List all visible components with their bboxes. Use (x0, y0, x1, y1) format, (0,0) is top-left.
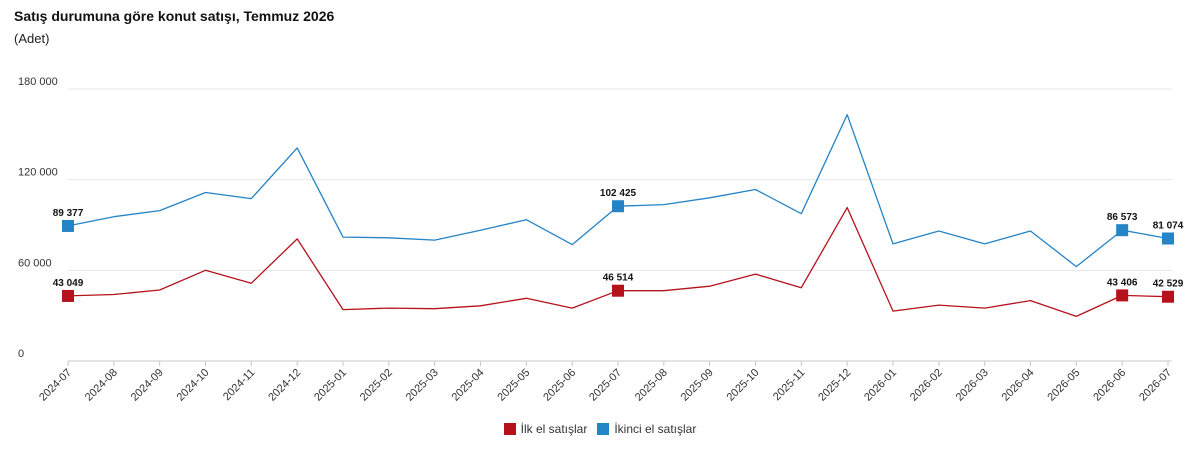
x-tick-label: 2025-03 (404, 367, 441, 404)
data-label: 43 049 (53, 278, 84, 289)
legend-swatch-second-sales (597, 423, 610, 435)
legend-swatch-first-sales (503, 423, 516, 435)
marker-first-sales (62, 289, 74, 302)
y-tick-label: 0 (18, 348, 24, 360)
x-tick-label: 2026-07 (1137, 367, 1174, 404)
legend-label-second-sales: İkinci el satışlar (614, 422, 697, 436)
marker-first-sales (612, 284, 624, 297)
marker-first-sales (1162, 290, 1174, 303)
marker-second-sales (612, 200, 624, 213)
data-label: 89 377 (53, 208, 84, 219)
x-tick-label: 2025-01 (312, 367, 349, 404)
data-label: 43 406 (1107, 277, 1138, 288)
x-tick-label: 2024-10 (175, 367, 212, 404)
data-label: 86 573 (1107, 212, 1138, 223)
marker-first-sales (1116, 289, 1129, 302)
marker-second-sales (62, 219, 74, 232)
x-tick-label: 2025-02 (358, 367, 395, 404)
x-tick-label: 2025-05 (495, 367, 532, 404)
data-label: 102 425 (600, 188, 637, 199)
x-tick-label: 2026-06 (1091, 367, 1128, 404)
x-tick-label: 2025-06 (541, 367, 578, 404)
x-tick-label: 2025-10 (725, 367, 762, 404)
legend-item-second-sales[interactable]: İkinci el satışlar (597, 422, 696, 436)
x-tick-label: 2024-12 (266, 367, 303, 404)
x-tick-label: 2026-05 (1045, 367, 1082, 404)
x-tick-label: 2025-08 (633, 367, 670, 404)
x-tick-label: 2024-08 (83, 367, 120, 404)
y-tick-label: 180 000 (18, 76, 58, 88)
x-tick-label: 2026-02 (908, 367, 945, 404)
marker-second-sales (1116, 224, 1129, 237)
x-tick-label: 2026-03 (954, 367, 991, 404)
legend-item-first-sales[interactable]: İlk el satışlar (503, 422, 588, 436)
x-tick-label: 2025-07 (587, 367, 624, 404)
y-tick-label: 120 000 (18, 167, 58, 179)
x-tick-label: 2024-09 (129, 367, 166, 404)
legend: İlk el satışlar İkinci el satışlar (0, 422, 1200, 436)
data-label: 42 529 (1153, 279, 1184, 290)
x-tick-label: 2025-12 (816, 367, 853, 404)
series-line-first-sales (67, 206, 1169, 318)
chart-title: Satış durumuna göre konut satışı, Temmuz… (14, 8, 335, 24)
x-tick-label: 2024-11 (221, 367, 257, 403)
x-tick-label: 2025-04 (450, 367, 487, 404)
x-tick-label: 2025-09 (679, 367, 716, 404)
x-tick-label: 2026-04 (1000, 367, 1037, 404)
x-tick-label: 2025-11 (771, 367, 807, 403)
marker-second-sales (1162, 232, 1174, 245)
chart-subtitle: (Adet) (14, 31, 50, 46)
legend-label-first-sales: İlk el satışlar (520, 422, 588, 436)
x-tick-label: 2024-07 (37, 367, 74, 404)
y-tick-label: 60 000 (18, 257, 52, 269)
data-label: 46 514 (603, 273, 634, 284)
data-label: 81 074 (1153, 220, 1184, 231)
x-tick-label: 2026-01 (862, 367, 899, 404)
